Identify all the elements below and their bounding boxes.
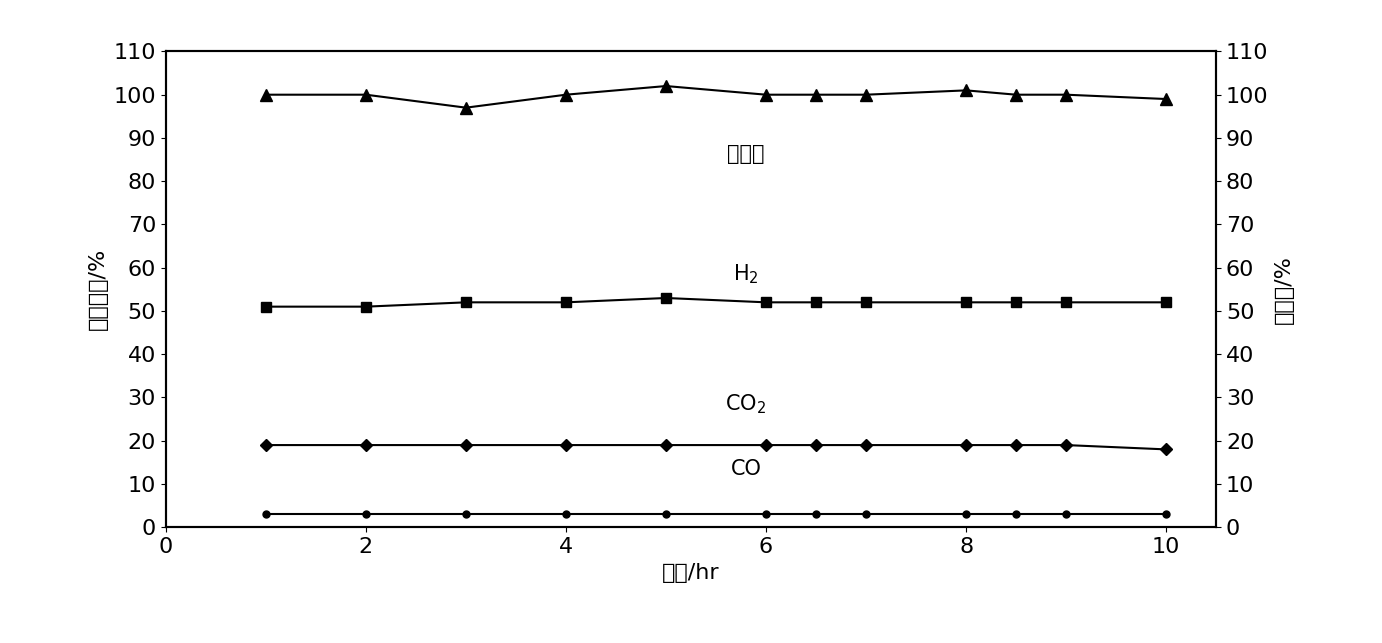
- Text: CO: CO: [731, 459, 761, 479]
- Text: CO$_2$: CO$_2$: [726, 392, 767, 416]
- Text: 转化率: 转化率: [727, 143, 764, 163]
- Y-axis label: 产物组成/%: 产物组成/%: [88, 248, 108, 331]
- X-axis label: 时间/hr: 时间/hr: [662, 563, 720, 583]
- Text: H$_2$: H$_2$: [732, 263, 759, 286]
- Y-axis label: 转化率/%: 转化率/%: [1274, 255, 1294, 324]
